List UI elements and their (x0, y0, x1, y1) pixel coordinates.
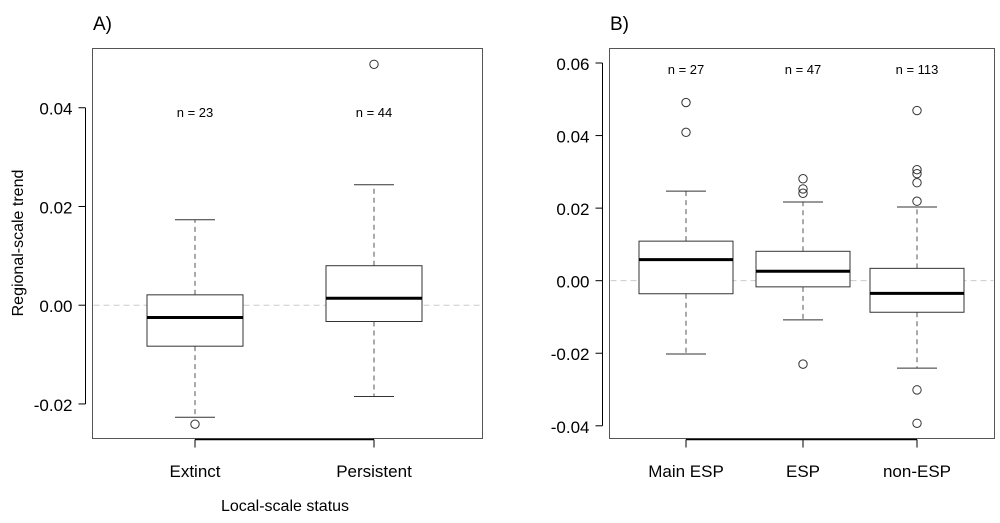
plot-frame (92, 48, 483, 439)
plot-frame (609, 48, 995, 439)
y-tick-label: -0.02 (551, 345, 590, 364)
outlier-point (912, 196, 922, 206)
sample-size-label: n = 47 (785, 62, 822, 77)
outlier-point (190, 419, 200, 429)
outlier-point (798, 174, 808, 184)
box-non-esp (869, 105, 965, 428)
y-tick-label: 0.02 (39, 198, 72, 217)
outlier-point (798, 188, 808, 198)
x-tick-label: ESP (786, 462, 820, 481)
outlier-point (369, 59, 379, 69)
box-extinct (146, 219, 244, 429)
x-tick-label: Main ESP (648, 462, 724, 481)
sample-size-label: n = 113 (896, 62, 939, 77)
panel-b: B) -0.04 -0.02 0.00 0.02 0.04 0.06 Main ESP ESP… (551, 14, 995, 481)
outlier-point (912, 418, 922, 428)
y-tick-label: 0.06 (556, 55, 589, 74)
y-tick-label: 0.04 (39, 100, 72, 119)
outlier-point (681, 127, 691, 138)
sample-size-label: n = 23 (177, 105, 214, 120)
outlier-point (912, 164, 922, 175)
sample-size-label: n = 44 (356, 105, 393, 120)
y-tick-label: 0.04 (556, 128, 589, 147)
y-tick-label: 0.00 (39, 297, 72, 316)
box-esp (755, 174, 851, 369)
outlier-point (912, 385, 922, 395)
interquartile-box (755, 250, 851, 288)
outlier-point (681, 97, 691, 108)
outlier-point (912, 168, 922, 179)
outlier-point (798, 359, 808, 369)
panel-a: A) -0.02 0.00 0.02 0.04 Extinct Persistent n … (10, 14, 483, 515)
plot-area: n = 27 n = 47 n = 113 (610, 62, 994, 428)
interquartile-box (869, 267, 965, 313)
panel-label: A) (93, 14, 112, 35)
x-tick-label: non-ESP (883, 462, 951, 481)
box-persistent (325, 59, 423, 398)
box-main-esp (638, 97, 734, 355)
x-tick-label: Extinct (169, 462, 220, 481)
y-axis-label: Regional-scale trend (10, 170, 27, 317)
y-tick-label: 0.02 (556, 200, 589, 219)
interquartile-box (638, 240, 734, 295)
x-tick-label: Persistent (336, 462, 412, 481)
x-axis-label: Local-scale status (221, 498, 349, 515)
interquartile-box (146, 294, 244, 347)
y-axis: -0.04 -0.02 0.00 0.02 0.04 0.06 Main ESP ESP non… (551, 55, 951, 481)
y-axis: -0.02 0.00 0.02 0.04 Extinct Persistent (34, 100, 412, 481)
outlier-point (912, 178, 922, 188)
sample-size-label: n = 27 (668, 62, 705, 77)
panel-label: B) (610, 14, 629, 35)
interquartile-box (325, 265, 423, 322)
outlier-point (798, 184, 808, 194)
y-tick-label: 0.00 (556, 273, 589, 292)
plot-area: n = 23 n = 44 (93, 59, 482, 429)
y-tick-label: -0.04 (551, 418, 590, 437)
y-tick-label: -0.02 (34, 396, 73, 415)
outlier-point (912, 105, 922, 116)
